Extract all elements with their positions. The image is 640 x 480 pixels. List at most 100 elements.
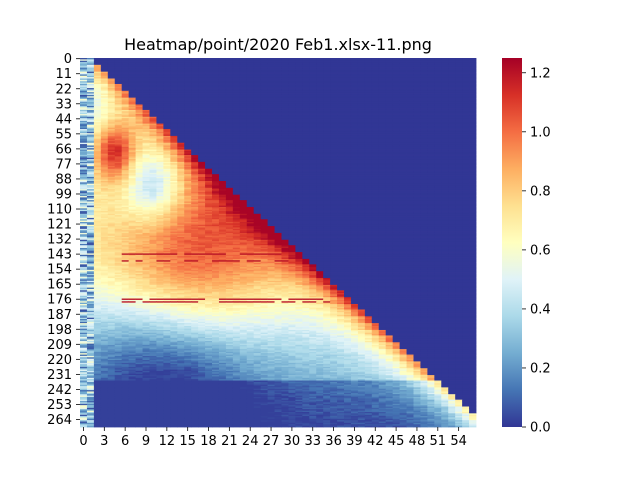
heatmap-cell (80, 120, 88, 123)
heatmap-cell (156, 93, 164, 96)
heatmap-cell (170, 111, 178, 114)
heatmap-cell (121, 116, 130, 119)
heatmap-cell (406, 109, 414, 112)
heatmap-cell (163, 105, 171, 108)
heatmap-cell (218, 64, 227, 67)
heatmap-cell (455, 59, 463, 62)
heatmap-cell (239, 64, 248, 67)
heatmap-cell (149, 63, 157, 66)
heatmap-cell (86, 119, 95, 122)
heatmap-cell (448, 101, 456, 104)
heatmap-cell (406, 71, 414, 74)
heatmap-cell (406, 67, 414, 70)
heatmap-cell (260, 83, 268, 86)
heatmap-cell (121, 85, 130, 88)
heatmap-cell (246, 86, 255, 89)
heatmap-cell (281, 111, 289, 114)
heatmap-cell (191, 101, 199, 104)
heatmap-cell (281, 70, 289, 73)
heatmap-cell (121, 63, 130, 66)
heatmap-cell (253, 126, 262, 129)
heatmap-cell (469, 71, 477, 74)
heatmap-cell (364, 70, 373, 73)
heatmap-cell (156, 115, 164, 118)
heatmap-cell (392, 97, 400, 100)
heatmap-cell (378, 96, 387, 99)
heatmap-cell (246, 100, 255, 103)
heatmap-cell (357, 119, 366, 122)
heatmap-cell (344, 120, 352, 123)
heatmap-cell (469, 94, 477, 97)
heatmap-cell (93, 71, 102, 74)
heatmap-cell (170, 85, 178, 88)
heatmap-cell (378, 63, 387, 66)
heatmap-cell (177, 86, 185, 89)
heatmap-cell (323, 124, 331, 127)
heatmap-cell (427, 90, 435, 93)
heatmap-cell (344, 97, 352, 100)
heatmap-cell (93, 101, 102, 104)
heatmap-cell (469, 127, 477, 130)
heatmap-cell (198, 78, 206, 81)
heatmap-cell (135, 85, 143, 88)
heatmap-cell (163, 75, 171, 78)
heatmap-cell (163, 109, 171, 112)
heatmap-cell (232, 60, 241, 63)
heatmap-cell (198, 111, 206, 114)
heatmap-cell (184, 79, 192, 82)
heatmap-cell (121, 124, 130, 127)
heatmap-cell (86, 118, 95, 120)
heatmap-cell (191, 70, 199, 73)
heatmap-cell (316, 66, 324, 68)
heatmap-cell (128, 78, 136, 81)
heatmap-cell (163, 111, 171, 114)
heatmap-cell (288, 81, 296, 83)
heatmap-cell (93, 59, 102, 62)
heatmap-cell (448, 82, 456, 85)
heatmap-cell (350, 71, 359, 74)
heatmap-cell (100, 94, 109, 97)
heatmap-cell (156, 79, 164, 82)
heatmap-cell (142, 107, 150, 109)
heatmap-cell (406, 73, 414, 75)
heatmap-cell (198, 89, 206, 92)
heatmap-cell (350, 86, 359, 89)
heatmap-cell (212, 114, 220, 116)
heatmap-cell (121, 89, 130, 92)
heatmap-cell (114, 68, 123, 71)
heatmap-cell (100, 67, 109, 70)
heatmap-cell (330, 74, 338, 77)
heatmap-cell (330, 68, 338, 71)
heatmap-cell (371, 115, 380, 118)
heatmap-cell (267, 82, 275, 85)
heatmap-cell (239, 115, 248, 118)
heatmap-cell (177, 77, 185, 79)
heatmap-cell (399, 63, 407, 66)
chart-title: Heatmap/point/2020 Feb1.xlsx-11.png (124, 35, 432, 54)
heatmap-cell (191, 88, 199, 90)
heatmap-cell (86, 116, 95, 119)
heatmap-cell (378, 66, 387, 68)
heatmap-cell (323, 114, 331, 116)
heatmap-cell (357, 90, 366, 93)
heatmap-cell (316, 68, 324, 71)
heatmap-cell (100, 118, 109, 120)
heatmap-cell (267, 92, 275, 94)
heatmap-cell (135, 73, 143, 75)
heatmap-cell (420, 89, 428, 92)
heatmap-cell (323, 93, 331, 96)
heatmap-cell (378, 130, 387, 133)
heatmap-cell (156, 116, 164, 119)
heatmap-cell (448, 88, 456, 90)
heatmap-cell (357, 60, 366, 63)
heatmap-cell (246, 118, 255, 120)
heatmap-cell (170, 68, 178, 71)
heatmap-cell (413, 77, 421, 79)
heatmap-cell (149, 81, 157, 83)
heatmap-cell (427, 67, 435, 70)
heatmap-cell (121, 119, 130, 122)
heatmap-cell (455, 81, 463, 83)
heatmap-cell (434, 71, 442, 74)
heatmap-cell (218, 62, 227, 64)
heatmap-cell (149, 118, 157, 120)
